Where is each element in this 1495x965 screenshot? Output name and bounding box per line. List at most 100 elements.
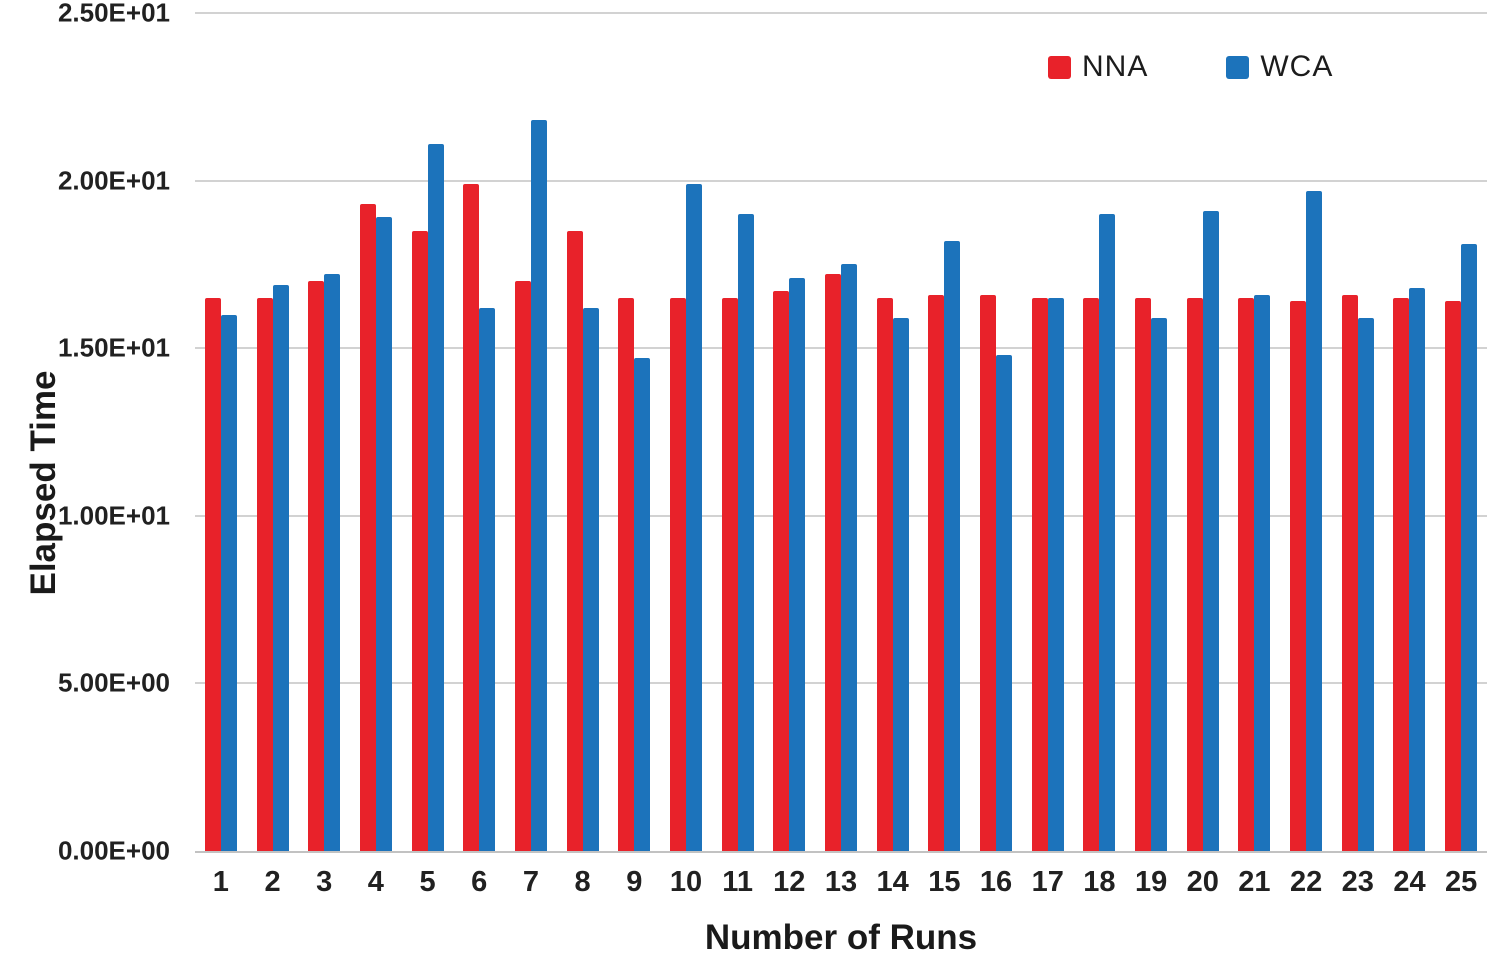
bar-group-run-17 (1022, 13, 1074, 851)
bar-group-run-6 (453, 13, 505, 851)
bar-group-run-7 (505, 13, 557, 851)
x-tick-label: 19 (1134, 866, 1168, 898)
bar-nna-run-1 (204, 297, 221, 851)
bar-nna-run-9 (618, 297, 635, 851)
wca-series-swatch-icon (1226, 55, 1250, 79)
x-tick-label: 1 (212, 866, 229, 898)
x-tick-label: 13 (824, 866, 858, 898)
x-tick-label: 25 (1445, 866, 1478, 898)
bar-nna-run-14 (876, 297, 893, 851)
bar-group-run-9 (608, 13, 660, 851)
y-tick-label: 2.50E+01 (57, 0, 170, 28)
y-tick-label: 1.00E+01 (57, 500, 170, 531)
legend-item-wca: WCA (1226, 50, 1333, 84)
x-tick-label: 24 (1393, 866, 1426, 898)
bar-group-run-2 (247, 13, 299, 851)
x-tick-label: 9 (626, 866, 643, 898)
bar-group-run-10 (660, 13, 712, 851)
bar-nna-run-23 (1341, 294, 1358, 851)
bar-group-run-22 (1280, 13, 1332, 851)
bar-wca-run-7 (530, 120, 547, 851)
bar-wca-run-20 (1202, 210, 1219, 851)
bar-wca-run-11 (737, 214, 754, 851)
bar-nna-run-6 (463, 183, 480, 851)
bar-group-run-8 (557, 13, 609, 851)
bar-wca-run-19 (1151, 318, 1168, 851)
y-tick-label: 5.00E+00 (57, 667, 170, 698)
bar-nna-run-12 (773, 291, 790, 851)
bar-group-run-12 (763, 13, 815, 851)
y-tick-label: 0.00E+00 (57, 835, 170, 866)
bar-wca-run-18 (1099, 214, 1116, 851)
x-tick-label: 5 (419, 866, 436, 898)
x-tick-label: 23 (1341, 866, 1374, 898)
x-tick-label: 18 (1083, 866, 1116, 898)
bar-wca-run-17 (1047, 297, 1064, 851)
bar-nna-run-19 (1135, 297, 1152, 851)
x-tick-label: 7 (522, 866, 539, 898)
bar-group-run-24 (1384, 13, 1436, 851)
bar-nna-run-10 (669, 297, 686, 851)
bar-nna-run-5 (411, 230, 428, 851)
x-tick-label: 12 (773, 866, 806, 898)
bar-nna-run-15 (928, 294, 945, 851)
bar-group-run-20 (1177, 13, 1229, 851)
bar-group-run-4 (350, 13, 402, 851)
x-tick-label: 20 (1186, 866, 1219, 898)
bar-group-run-25 (1435, 13, 1487, 851)
bar-nna-run-17 (1031, 297, 1048, 851)
bar-wca-run-4 (375, 217, 392, 851)
nna-series-swatch-icon (1048, 55, 1071, 79)
legend-label-wca: WCA (1260, 50, 1334, 83)
x-tick-label: 17 (1031, 866, 1064, 898)
bar-wca-run-9 (634, 358, 651, 851)
bar-nna-run-18 (1083, 297, 1100, 851)
x-tick-label: 10 (669, 866, 703, 898)
bar-wca-run-23 (1357, 318, 1374, 851)
x-tick-label: 8 (574, 866, 591, 898)
x-tick-label: 15 (928, 866, 961, 898)
x-tick-label: 3 (316, 866, 333, 898)
bar-nna-run-25 (1445, 301, 1462, 851)
bar-nna-run-24 (1393, 297, 1410, 851)
x-tick-label: 4 (367, 866, 384, 898)
x-tick-label: 2 (264, 866, 281, 898)
bar-wca-run-13 (840, 264, 857, 851)
bar-group-run-13 (815, 13, 867, 851)
x-axis-title: Number of Runs (704, 918, 978, 957)
bar-nna-run-4 (359, 204, 376, 851)
x-tick-label: 6 (471, 866, 488, 898)
x-tick-label: 22 (1289, 866, 1323, 898)
bar-wca-run-25 (1461, 244, 1478, 851)
bar-group-run-14 (867, 13, 919, 851)
bar-wca-run-12 (789, 277, 806, 851)
bar-group-run-19 (1125, 13, 1177, 851)
bar-wca-run-1 (220, 314, 237, 851)
bar-wca-run-22 (1306, 190, 1323, 851)
bar-wca-run-16 (996, 354, 1013, 851)
bar-wca-run-2 (272, 284, 289, 851)
gridline (195, 179, 1487, 182)
bar-wca-run-10 (685, 183, 702, 851)
bar-wca-run-6 (479, 307, 496, 851)
x-tick-label: 21 (1238, 866, 1271, 898)
bar-wca-run-14 (892, 318, 909, 851)
bar-wca-run-15 (944, 240, 961, 851)
bar-nna-run-22 (1290, 301, 1307, 851)
bar-wca-run-5 (427, 143, 444, 851)
bar-group-run-15 (919, 13, 971, 851)
bar-wca-run-8 (582, 307, 599, 851)
bar-nna-run-20 (1186, 297, 1203, 851)
x-tick-label: 11 (722, 866, 753, 898)
x-axis-tick-labels: 1 2 3 4 5 6 7 8 9 10 11 12 13 14 15 16 17 18 19 20 21 22 23 24 2… (195, 866, 1487, 906)
bar-nna-run-11 (721, 297, 738, 851)
legend-item-nna: NNA (1048, 50, 1148, 84)
bar-nna-run-13 (824, 274, 841, 851)
bar-nna-run-16 (980, 294, 997, 851)
bar-nna-run-2 (256, 297, 273, 851)
bar-nna-run-3 (308, 281, 325, 851)
bar-wca-run-3 (324, 274, 341, 851)
y-tick-label: 2.00E+01 (57, 165, 170, 196)
y-axis-tick-labels: 0.00E+00 5.00E+00 1.00E+01 1.50E+01 2.00E+01… (0, 0, 178, 965)
x-tick-label: 16 (979, 866, 1013, 898)
